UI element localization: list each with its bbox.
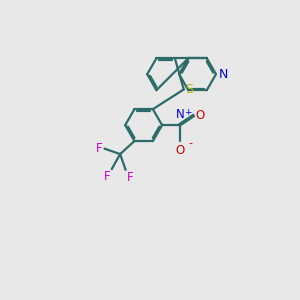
Text: S: S — [185, 83, 193, 96]
Text: F: F — [104, 170, 110, 183]
Text: O: O — [176, 144, 185, 157]
Text: F: F — [96, 142, 102, 155]
Text: N: N — [176, 108, 185, 121]
Text: -: - — [189, 138, 193, 148]
Text: N: N — [218, 68, 228, 81]
Text: F: F — [127, 171, 134, 184]
Text: +: + — [184, 108, 192, 117]
Text: O: O — [195, 109, 205, 122]
